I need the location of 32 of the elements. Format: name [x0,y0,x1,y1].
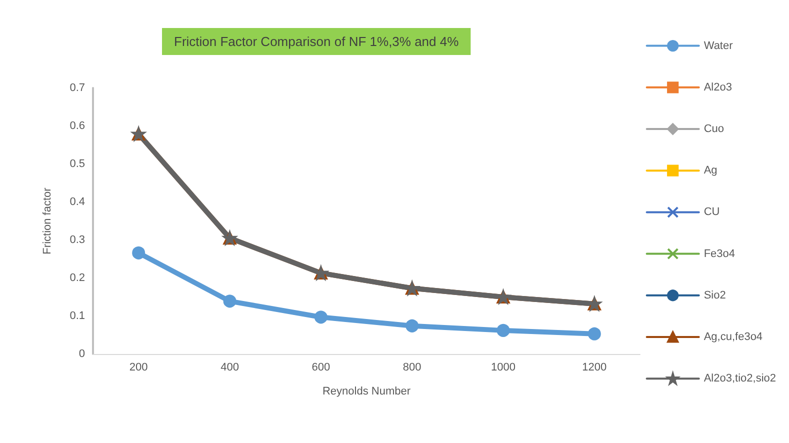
legend-label: Ag [704,164,718,177]
x-tick-label: 1200 [582,362,607,374]
point [223,294,236,308]
x-tick-label: 1000 [491,362,516,374]
x-axis-title: Reynolds Number [322,386,411,398]
y-tick-label: 0.3 [70,234,85,246]
legend-label: Cuo [704,123,724,135]
x-tick-label: 600 [312,362,330,374]
x-tick-label: 400 [220,362,239,374]
legend-label: CU [704,206,720,218]
legend-label: Water [704,40,734,52]
y-tick-label: 0.6 [70,120,85,132]
point [588,327,601,340]
y-axis-title: Friction factor [42,187,54,254]
point [314,310,328,324]
legend-label: Sio2 [704,289,726,302]
point [406,319,419,332]
legend-label: Al2o3,tio2,sio2 [704,372,776,385]
point [132,246,146,260]
legend-label: Fe3o4 [704,248,736,260]
y-tick-label: 0.4 [70,196,85,208]
chart-title: Friction Factor Comparison of NF 1%,3% and 4% [174,34,460,49]
y-tick-label: 0.1 [70,310,85,322]
x-tick-label: 200 [129,362,148,374]
point [496,324,510,337]
y-tick-label: 0.7 [70,82,85,94]
y-tick-label: 0 [78,348,85,360]
y-tick-label: 0.2 [70,272,85,284]
legend-label: Al2o3 [704,81,732,94]
x-tick-label: 800 [402,362,422,374]
legend-label: Ag,cu,fe3o4 [704,331,763,343]
y-tick-label: 0.5 [70,158,85,170]
